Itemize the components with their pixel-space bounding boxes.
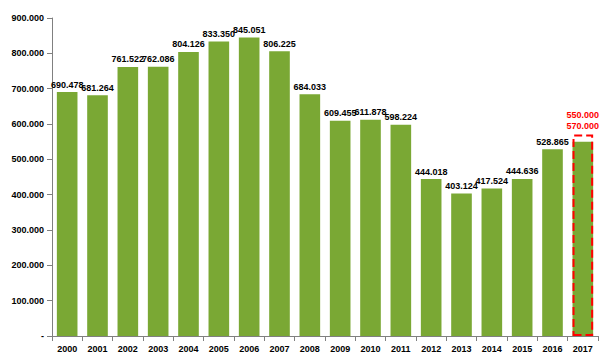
svg-text:690.478: 690.478 bbox=[51, 80, 84, 90]
svg-text:2013: 2013 bbox=[451, 344, 471, 354]
svg-text:528.865: 528.865 bbox=[536, 137, 569, 147]
svg-text:833.350: 833.350 bbox=[203, 29, 236, 39]
svg-text:2004: 2004 bbox=[178, 344, 198, 354]
svg-text:700.000: 700.000 bbox=[11, 84, 44, 94]
svg-text:609.455: 609.455 bbox=[324, 108, 357, 118]
svg-text:550.000: 550.000 bbox=[567, 110, 600, 120]
svg-text:762.086: 762.086 bbox=[142, 54, 175, 64]
svg-text:2005: 2005 bbox=[209, 344, 229, 354]
svg-text:800.000: 800.000 bbox=[11, 48, 44, 58]
svg-text:845.051: 845.051 bbox=[233, 25, 266, 35]
svg-text:761.522: 761.522 bbox=[112, 54, 145, 64]
svg-text:2001: 2001 bbox=[87, 344, 107, 354]
svg-text:-: - bbox=[41, 331, 44, 341]
svg-text:611.878: 611.878 bbox=[354, 107, 386, 117]
svg-text:684.033: 684.033 bbox=[294, 82, 327, 92]
svg-text:806.225: 806.225 bbox=[263, 39, 296, 49]
svg-text:2011: 2011 bbox=[391, 344, 411, 354]
svg-text:598.224: 598.224 bbox=[385, 112, 418, 122]
svg-text:2003: 2003 bbox=[148, 344, 168, 354]
svg-text:2009: 2009 bbox=[330, 344, 350, 354]
svg-text:681.264: 681.264 bbox=[81, 83, 114, 93]
svg-text:2006: 2006 bbox=[239, 344, 259, 354]
svg-text:2008: 2008 bbox=[300, 344, 320, 354]
svg-text:403.124: 403.124 bbox=[445, 181, 478, 191]
svg-text:2007: 2007 bbox=[269, 344, 289, 354]
svg-text:2012: 2012 bbox=[421, 344, 441, 354]
svg-text:300.000: 300.000 bbox=[11, 225, 44, 235]
svg-text:100.000: 100.000 bbox=[11, 296, 44, 306]
svg-text:2015: 2015 bbox=[512, 344, 532, 354]
svg-text:2016: 2016 bbox=[542, 344, 562, 354]
svg-text:804.126: 804.126 bbox=[172, 39, 205, 49]
svg-text:444.018: 444.018 bbox=[415, 167, 448, 177]
svg-text:2017: 2017 bbox=[573, 344, 593, 354]
svg-text:400.000: 400.000 bbox=[11, 190, 44, 200]
svg-text:600.000: 600.000 bbox=[11, 119, 44, 129]
svg-text:2002: 2002 bbox=[118, 344, 138, 354]
svg-text:500.000: 500.000 bbox=[11, 154, 44, 164]
svg-text:2000: 2000 bbox=[57, 344, 77, 354]
svg-text:2010: 2010 bbox=[360, 344, 380, 354]
svg-text:570.000: 570.000 bbox=[567, 121, 600, 131]
svg-text:900.000: 900.000 bbox=[11, 13, 44, 23]
svg-text:200.000: 200.000 bbox=[11, 260, 44, 270]
svg-text:2014: 2014 bbox=[482, 344, 502, 354]
svg-text:444.636: 444.636 bbox=[506, 166, 539, 176]
svg-text:417.524: 417.524 bbox=[476, 176, 509, 186]
